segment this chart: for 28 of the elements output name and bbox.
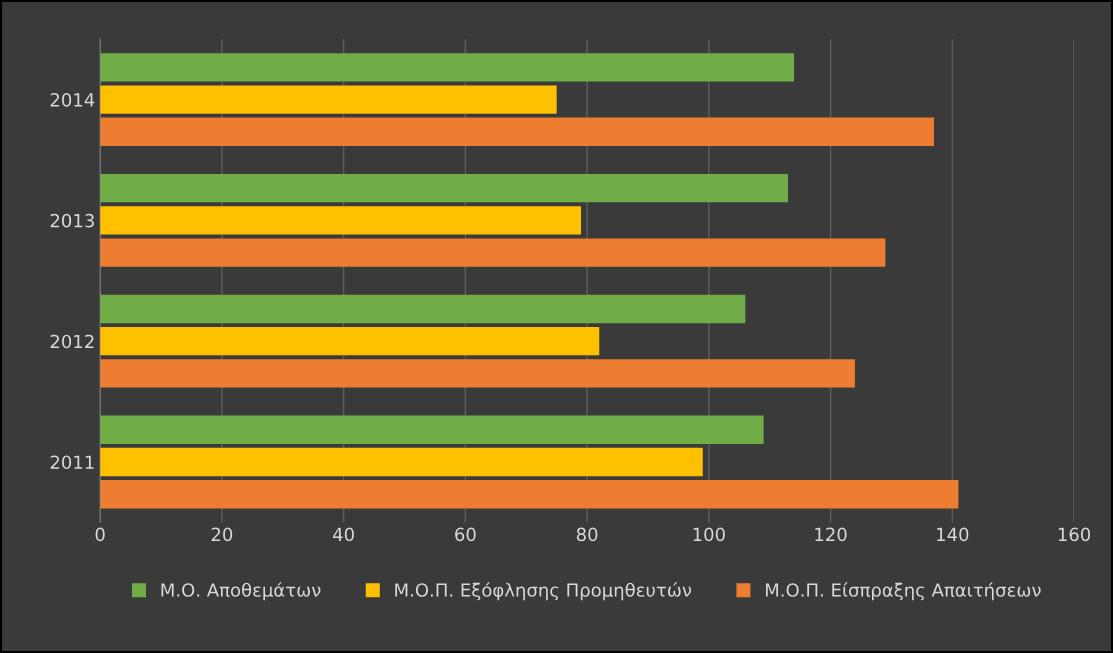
bar bbox=[100, 174, 788, 203]
x-tick-label: 140 bbox=[937, 527, 969, 542]
y-tick-label: 2011 bbox=[50, 455, 94, 470]
bar bbox=[100, 294, 746, 324]
x-tick-label: 160 bbox=[1058, 527, 1091, 542]
x-tick-label: 20 bbox=[211, 527, 233, 542]
x-tick-label: 80 bbox=[576, 527, 598, 542]
y-tick-label: 2012 bbox=[50, 334, 94, 349]
bar bbox=[100, 206, 582, 235]
bar bbox=[100, 447, 703, 477]
bar bbox=[100, 480, 959, 509]
legend-label: Μ.Ο.Π. Εξόφλησης Προμηθευτών bbox=[395, 582, 692, 601]
x-tick-label: 100 bbox=[693, 527, 725, 542]
x-tick-label: 60 bbox=[455, 527, 476, 542]
x-tick-label: 40 bbox=[333, 527, 354, 542]
bar bbox=[100, 415, 764, 444]
bar bbox=[100, 327, 600, 356]
legend-label: Μ.Ο.Π. Είσπραξης Απαιτήσεων bbox=[765, 582, 1041, 601]
y-tick-label: 2014 bbox=[50, 93, 95, 107]
x-tick-label: 0 bbox=[95, 527, 105, 542]
x-tick-label: 120 bbox=[815, 527, 847, 542]
bar bbox=[100, 359, 855, 388]
bar bbox=[100, 53, 795, 82]
legend-label: Μ.Ο. Αποθεμάτων bbox=[161, 582, 321, 601]
bar bbox=[100, 85, 557, 114]
bar bbox=[100, 117, 935, 146]
y-tick-label: 2013 bbox=[50, 213, 94, 228]
bar bbox=[100, 238, 886, 267]
